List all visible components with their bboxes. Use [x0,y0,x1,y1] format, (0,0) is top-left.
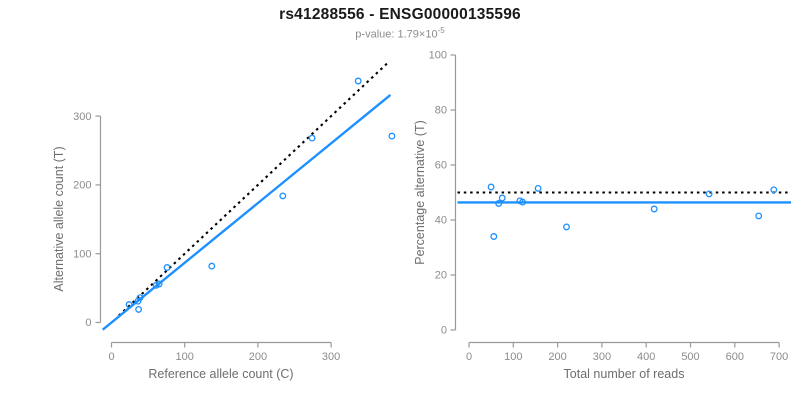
data-point [705,190,713,198]
data-point [279,192,287,200]
x-tick-label: 0 [466,351,472,363]
y-axis-title: Alternative allele count (T) [52,146,66,291]
y-tick-label: 0 [441,325,447,337]
figure-title: rs41288556 - ENSG00000135596 [279,6,521,23]
data-point [354,77,362,85]
panel-counts: 0 100 200 300 0 100 200 300 Reference allele cou… [52,62,396,381]
pvalue-subtitle: p-value: 1.79×10-5 [0,26,800,41]
pvalue-text: p-value: 1.79×10 [355,28,438,41]
data-point [125,301,133,309]
data-point [770,186,778,194]
x-tick-label: 300 [593,351,611,363]
data-point [308,134,316,142]
y-tick-label: 200 [73,180,91,192]
identity-line [118,62,389,317]
data-point [755,212,763,220]
x-tick-label: 200 [249,351,267,363]
data-point [163,264,171,271]
data-point [136,294,144,302]
x-tick-label: 200 [548,351,566,363]
y-tick-label: 0 [85,317,91,329]
data-point [563,223,570,231]
data-point [490,233,498,240]
data-point [155,280,163,288]
pvalue-exponent: -5 [437,26,445,35]
data-point [495,200,503,207]
data-point [487,183,495,191]
y-tick-label: 300 [73,111,91,123]
data-point [388,132,396,140]
data-point [519,198,527,206]
data-point [208,262,216,270]
x-tick-label: 700 [770,351,788,363]
fit-line [101,94,392,331]
x-axis-title: Reference allele count (C) [148,367,293,381]
y-tick-label: 100 [429,50,447,62]
data-point [650,205,658,213]
data-point [135,305,143,313]
y-tick-label: 40 [435,215,447,227]
y-tick-label: 100 [73,248,91,260]
x-axis-title: Total number of reads [564,367,685,381]
x-tick-label: 100 [176,351,194,363]
y-tick-label: 60 [435,160,447,172]
y-axis-title: Percentage alternative (T) [413,120,427,265]
x-tick-label: 400 [637,351,655,363]
x-tick-label: 600 [726,351,744,363]
data-point [534,184,542,192]
x-tick-label: 500 [681,351,699,363]
x-tick-label: 100 [504,351,522,363]
y-tick-label: 20 [435,270,447,282]
data-point [498,194,506,202]
x-tick-label: 300 [322,351,340,363]
x-tick-label: 0 [108,351,114,363]
panel-percentage: 0 20 40 60 80 100 0 100 200 300 400 500 600 700 Total … [413,50,791,381]
y-tick-label: 80 [435,105,447,117]
